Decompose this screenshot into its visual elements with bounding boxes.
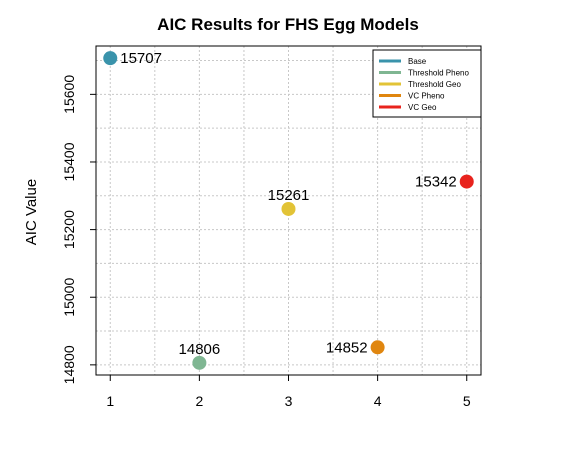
x-tick-label: 4 (374, 393, 382, 409)
legend: Base Threshold Pheno Threshold Geo VC Pheno… (372, 49, 482, 118)
legend-label: VC Geo (408, 103, 437, 112)
data-point-1 (103, 51, 118, 66)
y-axis: 14800 15000 15200 15400 15600 (61, 75, 96, 384)
x-tick-label: 3 (285, 393, 293, 409)
x-tick-label: 1 (106, 393, 114, 409)
data-label-1: 15707 (120, 50, 162, 67)
legend-label: Threshold Pheno (408, 69, 469, 78)
data-label-4: 14852 (326, 339, 368, 356)
data-label-5: 15342 (415, 174, 457, 191)
x-tick-label: 5 (463, 393, 471, 409)
data-label-2: 14806 (179, 341, 221, 358)
data-label-3: 15261 (268, 187, 310, 204)
data-points: 15707 14806 15261 14852 15342 (103, 50, 474, 370)
legend-label: Threshold Geo (408, 80, 461, 89)
data-point-5 (459, 174, 474, 189)
x-tick-label: 2 (195, 393, 203, 409)
data-point-2 (192, 355, 207, 370)
y-tick-label: 15000 (61, 278, 77, 317)
legend-label: Base (408, 57, 427, 66)
y-axis-label: AIC Value (23, 179, 40, 245)
x-axis: 1 2 3 4 5 (106, 375, 471, 409)
y-tick-label: 15200 (61, 210, 77, 249)
y-tick-label: 15400 (61, 142, 77, 181)
y-tick-label: 15600 (61, 75, 77, 114)
data-point-3 (281, 201, 296, 216)
data-point-4 (370, 340, 385, 355)
y-tick-label: 14800 (61, 345, 77, 384)
chart-title: AIC Results for FHS Egg Models (157, 15, 419, 34)
legend-label: VC Pheno (408, 92, 445, 101)
